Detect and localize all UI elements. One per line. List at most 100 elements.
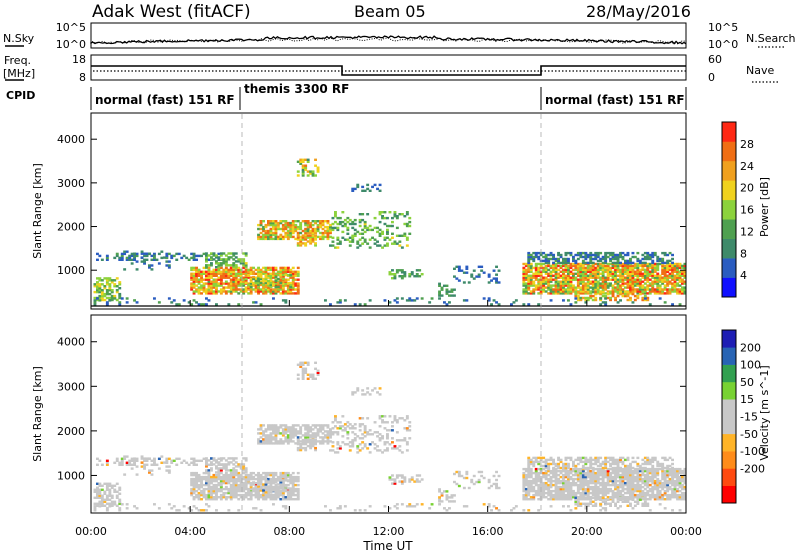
power-cell-743 [244, 277, 248, 281]
velocity-cell-1675 [581, 469, 585, 473]
power-cell-1884 [621, 280, 625, 283]
power-cell-1924 [629, 286, 632, 289]
power-cell-1519 [554, 278, 558, 281]
velocity-cell-1597 [569, 496, 573, 499]
velocity-cell-884 [284, 430, 288, 433]
velocity-cell-1540 [559, 498, 563, 501]
velocity-cell-833 [267, 424, 270, 427]
velocity-cell-1572 [564, 485, 568, 489]
power-cell-252 [205, 288, 208, 291]
power-cell-1315 [457, 267, 461, 270]
power-cell-2270 [552, 253, 555, 257]
power-cell-1479 [547, 284, 551, 287]
velocity-cell-290 [212, 485, 216, 489]
power-cell-1485 [547, 268, 551, 272]
velocity-cell-846 [272, 432, 275, 435]
velocity-cell-2272 [554, 462, 558, 466]
power-cell-89 [120, 256, 124, 260]
velocity-cell-1107 [343, 429, 347, 432]
power-cell-1831 [611, 274, 615, 277]
velocity-cell-86 [118, 463, 122, 466]
power-cell-1732 [594, 288, 598, 291]
velocity-cell-1665 [581, 489, 585, 493]
power-cell-305 [215, 272, 218, 275]
velocity-cell-2133 [666, 473, 670, 477]
power-cell-2480 [619, 292, 622, 296]
velocity-cell-184 [167, 471, 171, 474]
velocity-cell-1856 [616, 487, 620, 491]
velocity-cell-2141 [668, 485, 672, 489]
power-cell-2444 [581, 296, 585, 300]
velocity-cell-1041 [296, 377, 300, 380]
power-cell-1004 [329, 231, 332, 235]
power-cell-853 [274, 233, 278, 237]
power-cell-1209 [391, 220, 394, 224]
velocity-cell-915 [294, 430, 298, 433]
power-cell-2490 [629, 296, 632, 300]
velocity-cell-2269 [552, 460, 555, 464]
velocity-cell-753 [254, 487, 258, 490]
velocity-cell-2293 [569, 458, 573, 462]
power-cell-1196 [386, 236, 389, 239]
velocity-cell-1048 [301, 375, 305, 378]
velocity-cell-1043 [296, 363, 300, 366]
velocity-cell-212 [195, 485, 198, 489]
power-cell-1844 [614, 274, 617, 277]
power-cell-639 [291, 288, 295, 291]
power-cell-860 [274, 220, 278, 223]
power-cell-2363 [616, 261, 620, 265]
velocity-cell-1662 [581, 496, 585, 499]
power-cell-1319 [462, 271, 466, 274]
velocity-cell-1053 [301, 363, 305, 366]
power-cell-396 [237, 292, 241, 295]
power-cell-1189 [383, 238, 387, 241]
power-cell-1551 [559, 264, 563, 268]
velocity-cell-1888 [621, 477, 625, 481]
velocity-cell-2001 [641, 477, 645, 481]
power-cell-1276 [403, 273, 407, 276]
power-cell-1578 [564, 266, 568, 270]
power-cell-1945 [631, 276, 635, 279]
velocity-cell-1302 [448, 500, 451, 503]
noise-left-tick-top: 10^5 [56, 21, 86, 34]
power-cell-1743 [594, 266, 598, 270]
power-cell-2062 [653, 282, 657, 285]
power-cell-1171 [376, 244, 379, 247]
velocity-cell-562 [274, 496, 278, 499]
velocity-cell-164 [140, 465, 144, 468]
velocity-cell-1602 [569, 485, 573, 489]
velocity-cell-1779 [601, 483, 605, 487]
power-cell-2253 [542, 255, 546, 259]
velocity-cell-1973 [636, 477, 640, 481]
velocity-cell-1507 [552, 475, 555, 479]
velocity-cell-661 [296, 491, 300, 495]
power-cell-1939 [631, 288, 635, 291]
velocity-cell-137 [192, 461, 196, 464]
velocity-cell-1585 [567, 489, 570, 493]
power-cell-698 [219, 254, 223, 257]
power-cell-967 [314, 220, 317, 223]
velocity-cell-1153 [363, 431, 367, 434]
power-cell-700 [222, 262, 226, 265]
velocity-cell-283 [210, 477, 213, 481]
velocity-cell-650 [294, 498, 298, 501]
power-cell-1381 [527, 280, 531, 283]
velocity-cell-33 [103, 492, 107, 495]
power-cell-1193 [383, 211, 387, 214]
velocity-cell-54 [110, 502, 114, 505]
power-cell-1662 [581, 290, 585, 293]
power-cell-856 [274, 227, 278, 231]
velocity-cell-232 [200, 493, 203, 497]
velocity-cell-104 [135, 459, 139, 462]
power-cell-1598 [569, 288, 573, 291]
power-cell-1396 [529, 276, 533, 279]
power-cell-1001 [326, 221, 330, 225]
velocity-cell-80 [105, 463, 109, 466]
power-cell-28 [100, 283, 104, 286]
velocity-cell-971 [316, 430, 320, 433]
velocity-cell-1065 [311, 377, 315, 380]
velocity-cell-1826 [611, 493, 615, 497]
power-cell-2354 [611, 261, 615, 265]
velocity-cell-1972 [636, 479, 640, 483]
power-cell-846 [272, 227, 275, 231]
